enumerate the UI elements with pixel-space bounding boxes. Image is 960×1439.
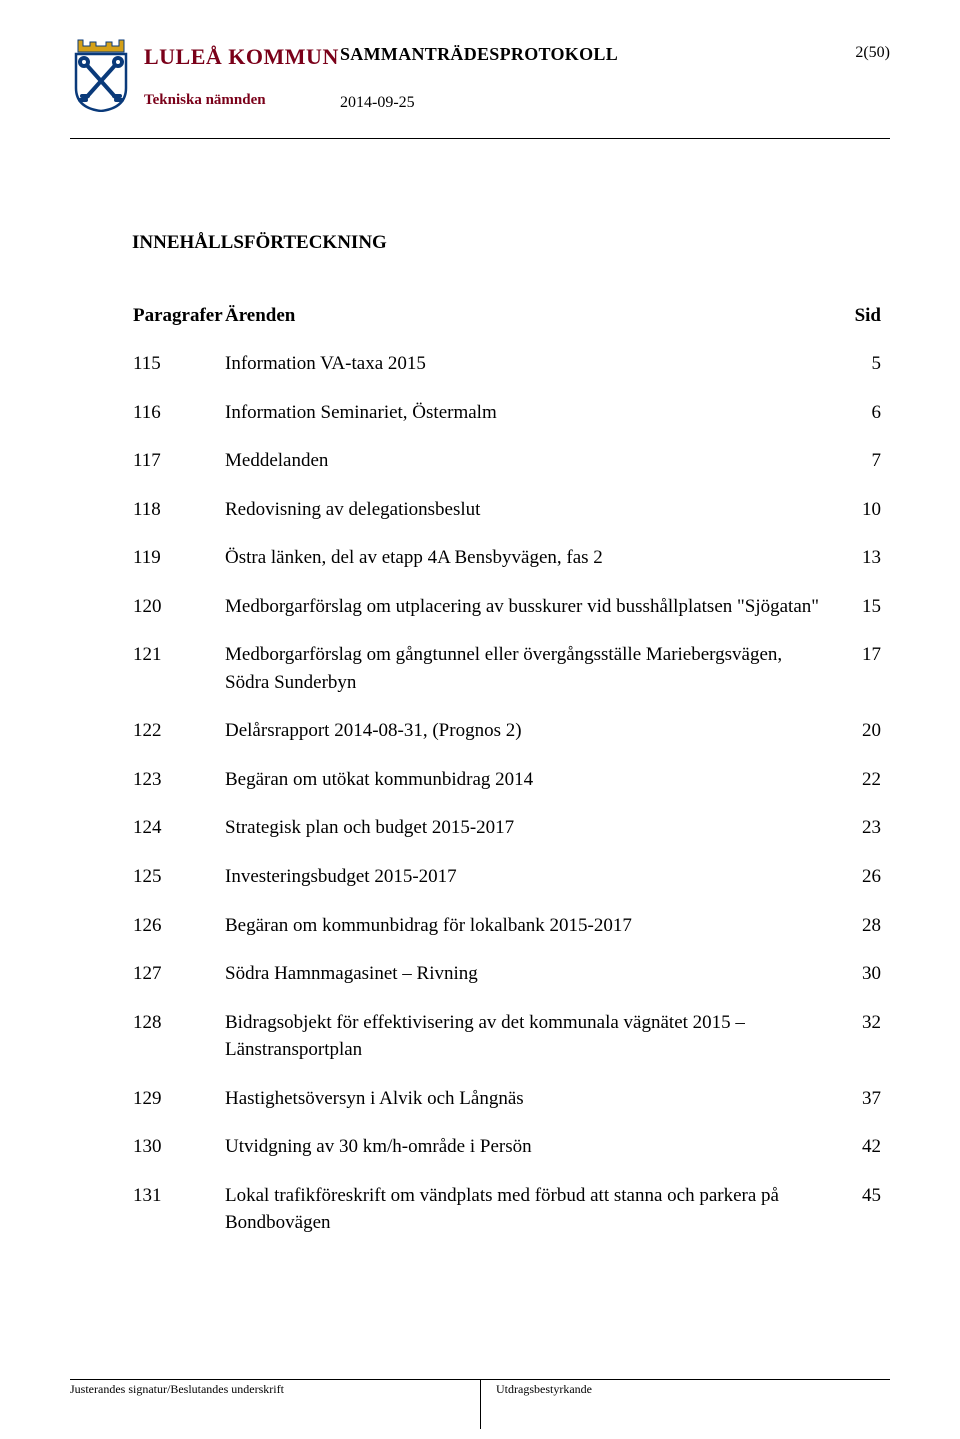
toc-page-ref: 37 [830,1084,882,1133]
toc-paragraph-number: 120 [132,592,224,641]
table-row: 121Medborgarförslag om gångtunnel eller … [132,640,882,716]
toc-page-ref: 6 [830,398,882,447]
toc-paragraph-number: 128 [132,1008,224,1084]
footer-signature-label: Justerandes signatur/Beslutandes undersk… [70,1382,480,1397]
toc-item-text: Medborgarförslag om gångtunnel eller öve… [224,640,830,716]
col-header-arenden: Ärenden [224,304,830,349]
toc-paragraph-number: 124 [132,813,224,862]
toc-item-text: Begäran om kommunbidrag för lokalbank 20… [224,911,830,960]
table-row: 118Redovisning av delegationsbeslut10 [132,495,882,544]
toc-table: Paragrafer Ärenden Sid 115Information VA… [132,304,882,1257]
toc-paragraph-number: 130 [132,1132,224,1181]
toc-page-ref: 22 [830,765,882,814]
toc-paragraph-number: 131 [132,1181,224,1257]
toc-page-ref: 13 [830,543,882,592]
document-type: SAMMANTRÄDESPROTOKOLL [340,44,618,65]
toc-paragraph-number: 115 [132,349,224,398]
header-rule [70,138,890,139]
page-number: 2(50) [855,44,890,62]
toc-paragraph-number: 129 [132,1084,224,1133]
toc-item-text: Redovisning av delegationsbeslut [224,495,830,544]
table-row: 123Begäran om utökat kommunbidrag 201422 [132,765,882,814]
table-row: 122Delårsrapport 2014-08-31, (Prognos 2)… [132,716,882,765]
committee-name: Tekniska nämnden [144,92,890,109]
toc-item-text: Medborgarförslag om utplacering av bussk… [224,592,830,641]
toc-page-ref: 17 [830,640,882,716]
table-row: 124Strategisk plan och budget 2015-20172… [132,813,882,862]
toc-paragraph-number: 118 [132,495,224,544]
content-area: INNEHÅLLSFÖRTECKNING Paragrafer Ärenden … [70,232,890,1257]
toc-item-text: Begäran om utökat kommunbidrag 2014 [224,765,830,814]
toc-page-ref: 15 [830,592,882,641]
toc-paragraph-number: 127 [132,959,224,1008]
table-row: 129Hastighetsöversyn i Alvik och Långnäs… [132,1084,882,1133]
municipality-logo [70,38,132,112]
toc-item-text: Södra Hamnmagasinet – Rivning [224,959,830,1008]
toc-heading: INNEHÅLLSFÖRTECKNING [132,232,882,254]
toc-paragraph-number: 125 [132,862,224,911]
toc-paragraph-number: 123 [132,765,224,814]
table-row: 130Utvidgning av 30 km/h-område i Persön… [132,1132,882,1181]
toc-page-ref: 10 [830,495,882,544]
table-row: 126Begäran om kommunbidrag för lokalbank… [132,911,882,960]
table-row: 127Södra Hamnmagasinet – Rivning30 [132,959,882,1008]
col-header-sid: Sid [830,304,882,349]
toc-item-text: Utvidgning av 30 km/h-område i Persön [224,1132,830,1181]
toc-item-text: Östra länken, del av etapp 4A Bensbyväge… [224,543,830,592]
toc-item-text: Strategisk plan och budget 2015-2017 [224,813,830,862]
toc-paragraph-number: 121 [132,640,224,716]
footer-certify-label: Utdragsbestyrkande [480,1382,592,1397]
toc-item-text: Information Seminariet, Östermalm [224,398,830,447]
table-row: 125Investeringsbudget 2015-201726 [132,862,882,911]
footer: Justerandes signatur/Beslutandes undersk… [70,1379,890,1397]
toc-page-ref: 28 [830,911,882,960]
toc-paragraph-number: 122 [132,716,224,765]
table-row: 117Meddelanden7 [132,446,882,495]
toc-page-ref: 45 [830,1181,882,1257]
toc-item-text: Meddelanden [224,446,830,495]
toc-page-ref: 7 [830,446,882,495]
document-date: 2014-09-25 [340,94,415,112]
toc-item-text: Information VA-taxa 2015 [224,349,830,398]
toc-item-text: Hastighetsöversyn i Alvik och Långnäs [224,1084,830,1133]
toc-header-row: Paragrafer Ärenden Sid [132,304,882,349]
toc-item-text: Delårsrapport 2014-08-31, (Prognos 2) [224,716,830,765]
toc-item-text: Lokal trafikföreskrift om vändplats med … [224,1181,830,1257]
table-row: 128Bidragsobjekt för effektivisering av … [132,1008,882,1084]
toc-page-ref: 32 [830,1008,882,1084]
col-header-paragrafer: Paragrafer [132,304,224,349]
toc-paragraph-number: 119 [132,543,224,592]
table-row: 115Information VA-taxa 20155 [132,349,882,398]
table-row: 131Lokal trafikföreskrift om vändplats m… [132,1181,882,1257]
toc-paragraph-number: 126 [132,911,224,960]
toc-page-ref: 5 [830,349,882,398]
toc-item-text: Investeringsbudget 2015-2017 [224,862,830,911]
toc-page-ref: 23 [830,813,882,862]
toc-paragraph-number: 116 [132,398,224,447]
table-row: 116Information Seminariet, Östermalm6 [132,398,882,447]
toc-page-ref: 42 [830,1132,882,1181]
table-row: 119Östra länken, del av etapp 4A Bensbyv… [132,543,882,592]
toc-paragraph-number: 117 [132,446,224,495]
toc-page-ref: 30 [830,959,882,1008]
toc-item-text: Bidragsobjekt för effektivisering av det… [224,1008,830,1084]
document-page: LULEÅ KOMMUN Tekniska nämnden SAMMANTRÄD… [0,0,960,1439]
toc-page-ref: 20 [830,716,882,765]
toc-page-ref: 26 [830,862,882,911]
footer-divider [480,1379,481,1429]
table-row: 120Medborgarförslag om utplacering av bu… [132,592,882,641]
